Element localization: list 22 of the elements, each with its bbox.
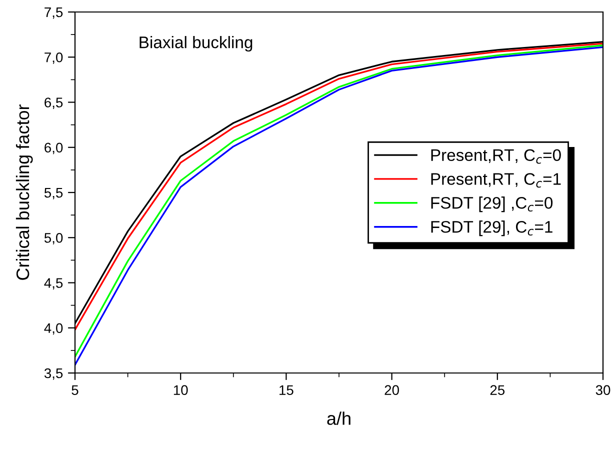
y-tick-label: 5,5 [44, 188, 63, 200]
y-tick-label: 7,0 [44, 52, 63, 64]
legend-label: Present,RT, C$_{c}$=0 [431, 149, 561, 164]
legend-label: Present,RT, C$_{c}$=1 [431, 173, 561, 188]
y-tick-label: 7,5 [44, 7, 63, 19]
x-tick-label: 20 [384, 385, 399, 396]
y-tick-label: 6,0 [44, 142, 63, 154]
annotation: Biaxial buckling [140, 36, 252, 52]
legend-label: FSDT [29] ,C$_{c}$=0 [431, 196, 553, 212]
y-tick-label: 6,5 [44, 98, 63, 110]
x-tick-label: 15 [280, 385, 294, 396]
x-tick-label: 30 [596, 385, 610, 396]
y-axis-title: Critical buckling factor [16, 104, 33, 280]
x-axis-title: a/h [327, 412, 350, 425]
x-tick-label: 5 [72, 385, 78, 396]
x-tick-label: 25 [490, 385, 505, 396]
y-tick-label: 4,5 [44, 278, 63, 290]
y-tick-label: 4,0 [44, 323, 63, 335]
x-tick-label: 10 [174, 385, 188, 396]
y-tick-label: 5,0 [44, 232, 63, 244]
legend-label: FSDT [29], C$_{c}$=1 [431, 220, 552, 236]
y-tick-label: 3,5 [44, 368, 63, 380]
